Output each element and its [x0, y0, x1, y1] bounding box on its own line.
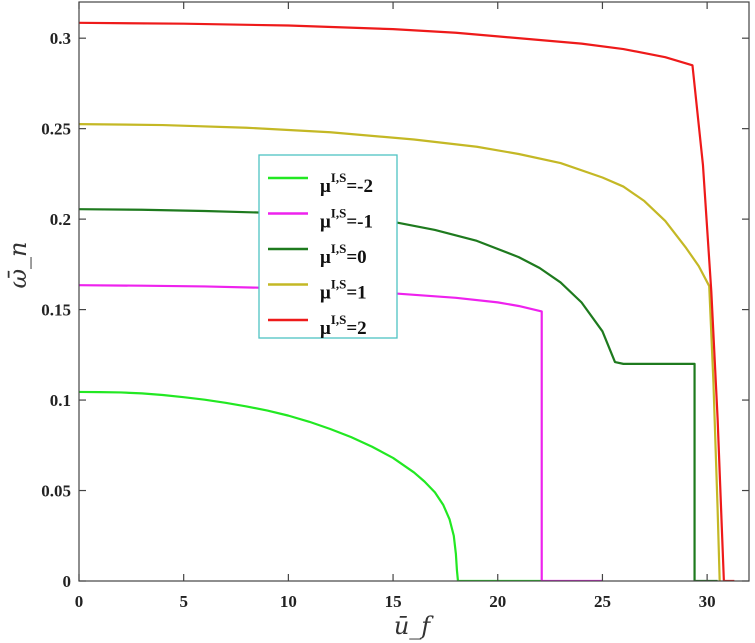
series-layer: [79, 21, 735, 581]
legend: μI,S=-2 μI,S=-1 μI,S=0 μI,S=1 μI,S=2: [258, 154, 398, 339]
x-tick-label: 30: [699, 592, 716, 611]
y-axis-label: ω̄_n: [4, 241, 32, 288]
series-line-1: [79, 284, 603, 581]
x-tick-label: 15: [385, 592, 402, 611]
legend-box: [258, 154, 398, 339]
x-axis-label: ū_f: [394, 612, 434, 640]
series-line-3: [79, 123, 721, 581]
series-line-4: [79, 21, 735, 581]
y-tick-label: 0.1: [50, 391, 71, 410]
x-axis: 0 5 10 15 20 25 30: [75, 2, 716, 611]
y-tick-label: 0.25: [41, 120, 71, 139]
plot-frame: [78, 1, 750, 582]
x-tick-label: 0: [75, 592, 84, 611]
legend-label: μI,S=0: [320, 241, 367, 268]
x-tick-label: 25: [594, 592, 611, 611]
series-line-2: [79, 208, 718, 581]
legend-label: μI,S=1: [320, 277, 367, 304]
y-axis: 0 0.05 0.1 0.15 0.2 0.25 0.3: [41, 29, 749, 591]
y-tick-label: 0.15: [41, 301, 71, 320]
y-tick-label: 0.2: [50, 210, 71, 229]
series-line-0: [79, 390, 542, 581]
y-tick-label: 0.3: [50, 29, 71, 48]
x-tick-label: 20: [489, 592, 506, 611]
x-tick-label: 10: [280, 592, 297, 611]
legend-label: μI,S=-1: [320, 206, 373, 233]
x-tick-label: 5: [179, 592, 188, 611]
y-tick-label: 0: [63, 572, 72, 591]
legend-label: μI,S=2: [320, 312, 367, 339]
y-tick-label: 0.05: [41, 482, 71, 501]
legend-label: μI,S=-2: [320, 170, 373, 197]
